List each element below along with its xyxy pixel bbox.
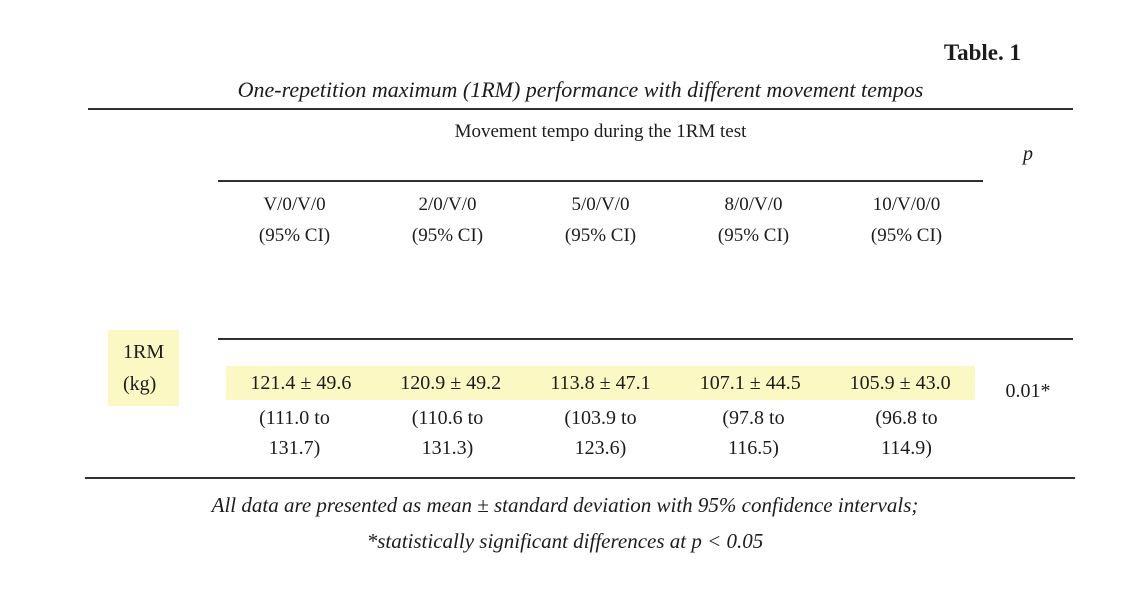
row-label-cell: 1RM (kg) [88, 330, 218, 463]
tempo-label: 5/0/V/0 [571, 194, 630, 215]
title-rule [88, 108, 1073, 110]
group-header: Movement tempo during the 1RM test [218, 110, 983, 182]
p-column-header: p [1023, 143, 1033, 165]
row-label-line2: (kg) [123, 373, 157, 395]
ci-value: (111.0 to 131.7) [218, 403, 371, 463]
row-label-highlight: 1RM (kg) [108, 330, 180, 406]
ci-label: (95% CI) [564, 225, 637, 246]
mean-value: 121.4 ± 49.6 [250, 372, 352, 394]
p-value-cell: 0.01* [983, 338, 1073, 463]
ci-values-row: (111.0 to 131.7) (110.6 to 131.3) (103.9… [218, 400, 983, 463]
ci-high: 131.3) [421, 437, 474, 459]
ci-value: (97.8 to 116.5) [677, 403, 830, 463]
mean-value: 120.9 ± 49.2 [400, 372, 502, 394]
ci-value: (110.6 to 131.3) [371, 403, 524, 463]
ci-value: (103.9 to 123.6) [524, 403, 677, 463]
ci-low: (96.8 to [875, 407, 938, 429]
column-header-3: 5/0/V/0 (95% CI) [524, 182, 677, 250]
ci-label: (95% CI) [870, 225, 943, 246]
table-grid: Movement tempo during the 1RM test p V/0… [88, 110, 1073, 463]
tempo-label: 10/V/0/0 [872, 194, 941, 215]
spacer-cell [983, 182, 1073, 250]
spacer-cell [88, 110, 218, 182]
footnote-line2: *statistically significant differences a… [366, 529, 764, 553]
column-header-2: 2/0/V/0 (95% CI) [371, 182, 524, 250]
ci-high: 123.6) [574, 437, 627, 459]
tempo-label: 2/0/V/0 [418, 194, 477, 215]
row-label-line1: 1RM [123, 341, 165, 363]
mean-value: 107.1 ± 44.5 [699, 372, 801, 394]
table-caption: Table. 1 [943, 40, 1021, 65]
mean-values-highlight: 121.4 ± 49.6 120.9 ± 49.2 113.8 ± 47.1 1… [226, 366, 975, 400]
mean-value: 105.9 ± 43.0 [849, 372, 951, 394]
column-header-1: V/0/V/0 (95% CI) [218, 182, 371, 250]
tempo-label: 8/0/V/0 [724, 194, 783, 215]
mean-value: 113.8 ± 47.1 [550, 372, 651, 394]
table-title: One-repetition maximum (1RM) performance… [237, 77, 924, 102]
ci-label: (95% CI) [717, 225, 790, 246]
column-header-5: 10/V/0/0 (95% CI) [830, 182, 983, 250]
ci-high: 131.7) [268, 437, 321, 459]
ci-value: (96.8 to 114.9) [830, 403, 983, 463]
ci-low: (111.0 to [259, 407, 330, 429]
ci-low: (103.9 to [564, 407, 637, 429]
column-header-4: 8/0/V/0 (95% CI) [677, 182, 830, 250]
footnote-line1: All data are presented as mean ± standar… [211, 493, 919, 517]
bottom-rule [85, 477, 1075, 479]
tempo-label: V/0/V/0 [263, 194, 326, 215]
ci-label: (95% CI) [258, 225, 331, 246]
data-area: 121.4 ± 49.6 120.9 ± 49.2 113.8 ± 47.1 1… [218, 338, 983, 463]
ci-low: (97.8 to [722, 407, 785, 429]
ci-high: 116.5) [728, 437, 779, 459]
ci-label: (95% CI) [411, 225, 484, 246]
spacer-cell [88, 182, 218, 250]
ci-low: (110.6 to [411, 407, 484, 429]
ci-high: 114.9) [881, 437, 932, 459]
spacer-row [88, 250, 1073, 338]
